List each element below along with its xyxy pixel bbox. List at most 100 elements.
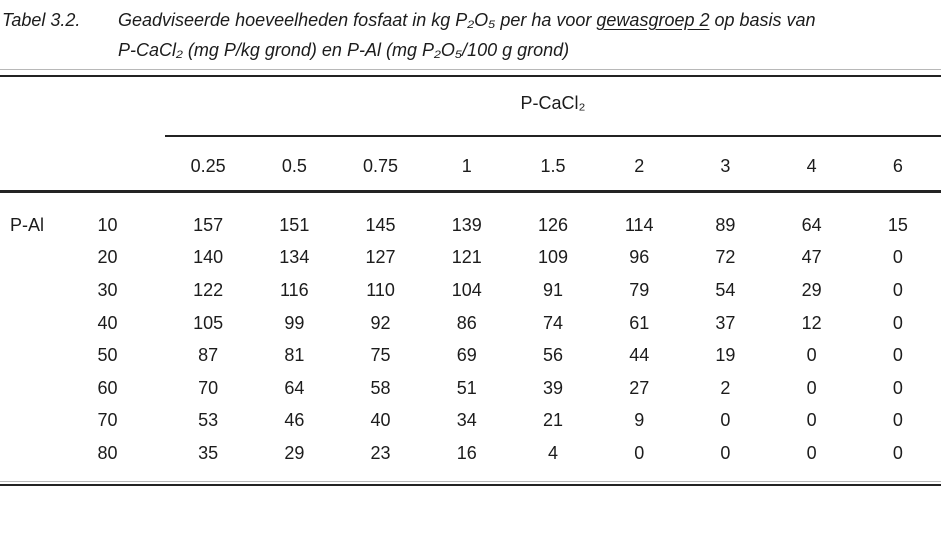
row-key: 80 [97, 442, 118, 463]
table-row: 60 70 64 58 51 39 27 2 0 0 [0, 372, 941, 405]
value-cell: 72 [715, 247, 736, 268]
row-key: 50 [97, 345, 118, 366]
value-cell: 15 [887, 214, 908, 235]
value-cell: 34 [456, 410, 477, 431]
value-cell: 110 [366, 279, 395, 300]
column-group-rule [165, 135, 941, 137]
value-cell: 0 [634, 442, 645, 463]
row-key: 20 [97, 247, 118, 268]
value-cell: 0 [806, 345, 817, 366]
caption-line2: P-CaCl₂ (mg P/kg grond) en P-Al (mg P₂O₅… [118, 40, 570, 60]
value-cell: 91 [542, 279, 563, 300]
value-cell: 19 [715, 345, 736, 366]
value-cell: 145 [365, 214, 396, 235]
row-group-label: P-Al [10, 214, 45, 235]
value-cell: 0 [892, 377, 903, 398]
value-cell: 64 [801, 214, 822, 235]
value-cell: 29 [284, 442, 305, 463]
column-group-header: P-CaCl₂ [520, 93, 586, 113]
value-cell: 53 [198, 410, 219, 431]
value-cell: 151 [279, 214, 310, 235]
value-cell: 70 [198, 377, 219, 398]
value-cell: 29 [801, 279, 822, 300]
value-cell: 126 [537, 214, 568, 235]
value-cell: 61 [629, 312, 650, 333]
value-cell: 51 [456, 377, 477, 398]
header-rule [0, 190, 941, 193]
value-cell: 64 [284, 377, 305, 398]
column-header: 1.5 [540, 155, 566, 176]
table-row: 40 105 99 92 86 74 61 37 12 0 [0, 307, 941, 340]
value-cell: 4 [547, 442, 558, 463]
value-cell: 79 [629, 279, 650, 300]
table-row: 20 140 134 127 121 109 96 72 47 0 [0, 242, 941, 275]
column-header: 6 [892, 155, 903, 176]
value-cell: 116 [279, 279, 309, 300]
table-row: P-Al 10 157 151 145 139 126 114 89 64 15 [0, 209, 941, 242]
top-rule-shadow [0, 69, 941, 70]
value-cell: 0 [720, 410, 731, 431]
table-caption: Tabel 3.2. Geadviseerde hoeveelheden fos… [2, 5, 932, 65]
value-cell: 0 [720, 442, 731, 463]
value-cell: 69 [456, 345, 477, 366]
value-cell: 89 [715, 214, 736, 235]
value-cell: 105 [193, 312, 224, 333]
bottom-rule [0, 484, 941, 486]
table-row: 50 87 81 75 69 56 44 19 0 0 [0, 339, 941, 372]
value-cell: 87 [198, 345, 219, 366]
value-cell: 40 [370, 410, 391, 431]
column-header: 0.25 [190, 155, 226, 176]
table-caption-number: Tabel 3.2. [2, 10, 81, 30]
value-cell: 58 [370, 377, 391, 398]
column-header: 2 [634, 155, 645, 176]
value-cell: 157 [193, 214, 224, 235]
value-cell: 74 [542, 312, 563, 333]
table-body: P-Al 10 157 151 145 139 126 114 89 64 15 20 140 134 12… [0, 209, 941, 470]
column-header: 1 [461, 155, 472, 176]
value-cell: 0 [806, 377, 817, 398]
value-cell: 9 [634, 410, 645, 431]
table-row: 80 35 29 23 16 4 0 0 0 0 [0, 437, 941, 470]
column-header-row: 0.25 0.5 0.75 1 1.5 2 3 4 6 [0, 150, 941, 182]
value-cell: 0 [806, 442, 817, 463]
caption-line1-after: op basis van [709, 10, 816, 30]
value-cell: 81 [284, 345, 305, 366]
value-cell: 109 [537, 247, 568, 268]
value-cell: 0 [892, 442, 903, 463]
value-cell: 139 [451, 214, 482, 235]
value-cell: 35 [198, 442, 219, 463]
value-cell: 127 [365, 247, 396, 268]
value-cell: 46 [284, 410, 305, 431]
value-cell: 114 [624, 214, 654, 235]
value-cell: 2 [720, 377, 731, 398]
row-key: 60 [97, 377, 118, 398]
value-cell: 92 [370, 312, 391, 333]
value-cell: 16 [456, 442, 477, 463]
value-cell: 23 [370, 442, 391, 463]
value-cell: 121 [451, 247, 482, 268]
value-cell: 0 [892, 345, 903, 366]
value-cell: 54 [715, 279, 736, 300]
value-cell: 140 [193, 247, 224, 268]
value-cell: 56 [542, 345, 563, 366]
value-cell: 21 [542, 410, 563, 431]
value-cell: 0 [892, 247, 903, 268]
value-cell: 122 [193, 279, 224, 300]
bottom-rule-shadow [0, 481, 941, 482]
top-rule [0, 75, 941, 77]
column-header: 3 [720, 155, 731, 176]
row-key: 10 [97, 214, 118, 235]
value-cell: 0 [892, 279, 903, 300]
value-cell: 37 [715, 312, 736, 333]
table-row: 70 53 46 40 34 21 9 0 0 0 [0, 405, 941, 438]
value-cell: 99 [284, 312, 305, 333]
column-header: 4 [806, 155, 817, 176]
caption-line1-before: Geadviseerde hoeveelheden fosfaat in kg … [118, 10, 597, 30]
column-header: 0.75 [363, 155, 399, 176]
value-cell: 39 [542, 377, 563, 398]
value-cell: 0 [892, 410, 903, 431]
value-cell: 75 [370, 345, 391, 366]
value-cell: 134 [279, 247, 310, 268]
value-cell: 44 [629, 345, 650, 366]
